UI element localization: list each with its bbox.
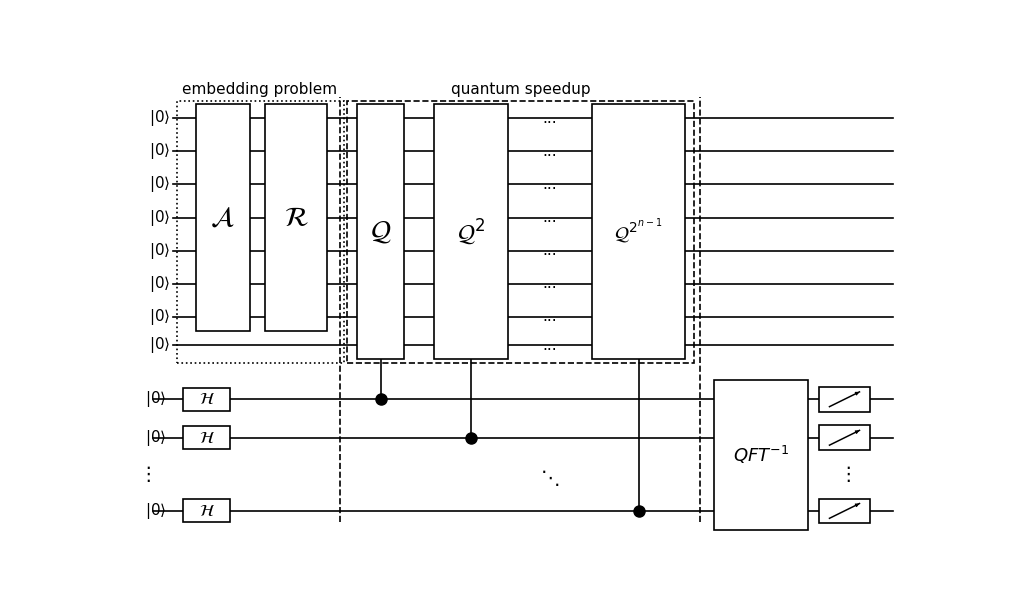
- Bar: [434, 104, 508, 359]
- Text: $\ddots$: $\ddots$: [541, 468, 560, 488]
- Bar: [593, 104, 685, 359]
- Text: ...: ...: [543, 144, 557, 159]
- Text: quantum speedup: quantum speedup: [451, 82, 591, 97]
- Text: $\vdots$: $\vdots$: [838, 464, 851, 484]
- Text: ...: ...: [543, 177, 557, 192]
- Bar: [820, 425, 870, 450]
- Bar: [183, 387, 230, 411]
- Bar: [196, 104, 249, 331]
- Text: $|0\rangle$: $|0\rangle$: [149, 175, 171, 194]
- Text: ...: ...: [543, 276, 557, 291]
- Bar: [265, 104, 327, 331]
- Text: $\mathcal{Q}$: $\mathcal{Q}$: [370, 218, 391, 246]
- Bar: [714, 380, 808, 530]
- Bar: [820, 387, 870, 411]
- Text: $\mathcal{Q}^{2^{n-1}}$: $\mathcal{Q}^{2^{n-1}}$: [614, 218, 662, 246]
- Text: $|0\rangle$: $|0\rangle$: [145, 428, 167, 447]
- Bar: [820, 498, 870, 524]
- Text: $|0\rangle$: $|0\rangle$: [145, 389, 167, 409]
- Bar: [358, 104, 404, 359]
- Text: $|0\rangle$: $|0\rangle$: [149, 307, 171, 327]
- Text: $\mathcal{H}$: $\mathcal{H}$: [198, 390, 215, 408]
- Text: $|0\rangle$: $|0\rangle$: [149, 241, 171, 261]
- Text: $|0\rangle$: $|0\rangle$: [149, 335, 171, 356]
- Text: ...: ...: [543, 243, 557, 258]
- Text: $\mathcal{A}$: $\mathcal{A}$: [211, 204, 235, 232]
- Text: $|0\rangle$: $|0\rangle$: [149, 109, 171, 128]
- Text: $\mathcal{R}$: $\mathcal{R}$: [283, 204, 309, 232]
- Text: $QFT^{-1}$: $QFT^{-1}$: [733, 444, 789, 466]
- Text: $\mathcal{H}$: $\mathcal{H}$: [198, 428, 215, 447]
- Text: ...: ...: [543, 210, 557, 225]
- Text: $\vdots$: $\vdots$: [138, 464, 150, 484]
- Text: ...: ...: [543, 338, 557, 353]
- Text: $\mathcal{H}$: $\mathcal{H}$: [198, 502, 215, 520]
- Bar: [183, 500, 230, 522]
- Text: $\mathcal{Q}^2$: $\mathcal{Q}^2$: [457, 217, 485, 246]
- Bar: [347, 101, 694, 363]
- Bar: [177, 101, 343, 363]
- Text: embedding problem: embedding problem: [183, 82, 337, 97]
- Text: $|0\rangle$: $|0\rangle$: [145, 501, 167, 521]
- Bar: [183, 426, 230, 449]
- Text: ...: ...: [543, 111, 557, 126]
- Text: $|0\rangle$: $|0\rangle$: [149, 274, 171, 294]
- Text: ...: ...: [543, 310, 557, 324]
- Text: $|0\rangle$: $|0\rangle$: [149, 208, 171, 227]
- Text: $|0\rangle$: $|0\rangle$: [149, 142, 171, 161]
